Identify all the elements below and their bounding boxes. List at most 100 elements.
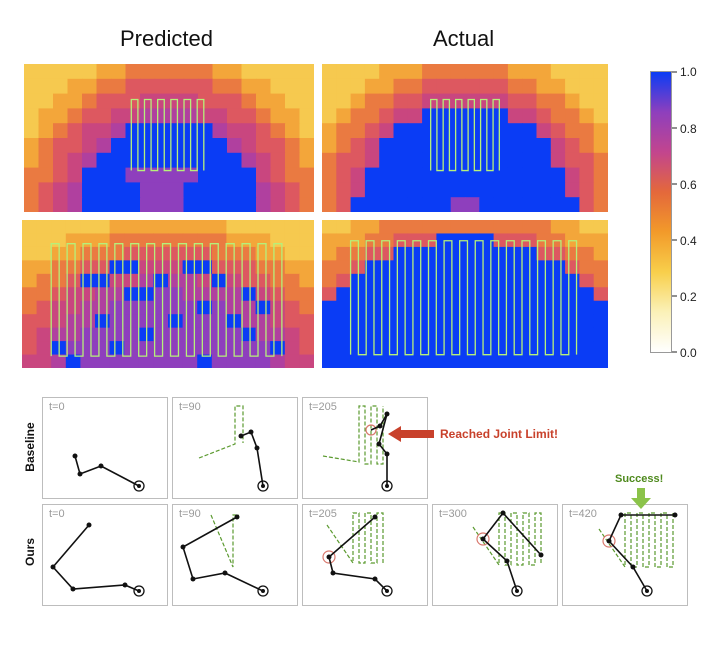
heatmap-cell [140,167,156,183]
heatmap-cell [565,300,580,315]
heatmap-cell [593,182,608,198]
heatmap-cell [593,233,608,248]
heatmap-cell [565,123,580,139]
heatmap-cell [593,327,608,342]
heatmap-cell [422,78,437,95]
heatmap-cell [24,152,40,169]
heatmap-cell [140,197,156,212]
heatmap-cell [183,78,199,95]
heatmap-cell [270,246,286,261]
heatmap-cell [111,93,127,109]
heatmap-cell [493,287,509,302]
heatmap-cell [407,182,423,198]
heatmap-cell [465,197,480,212]
heatmap-cell [336,152,352,169]
heatmap-cell [593,64,608,80]
heatmap-cell [67,167,83,183]
heatmap-cell [96,197,112,212]
heatmap-cell [565,197,580,212]
heatmap-cell [379,314,395,329]
heatmap-cell [593,273,608,288]
heatmap-cell [322,123,337,139]
heatmap-cell [422,246,437,261]
heatmap-cell [111,138,127,154]
heatmap-cell [140,93,156,109]
heatmap-cell [169,78,185,95]
heatmap-cell [550,197,566,212]
heatmap-cell [95,341,111,356]
heatmap-cell [350,197,366,212]
heatmap-cell [109,246,125,261]
frame-time-label: t=205 [309,401,337,413]
frame-time-label: t=90 [179,401,201,413]
heatmap-cell [350,123,366,139]
heatmap-cell [479,341,495,356]
heatmap-cell [393,354,409,368]
heatmap-cell [256,167,272,183]
heatmap-cell [255,341,271,356]
heatmap-cell [153,246,169,261]
heatmap-cell [336,78,352,95]
heatmap-cell [507,64,523,80]
heatmap-cell [579,108,595,124]
heatmap-cell [579,273,595,288]
heatmap-cell [38,197,54,212]
heatmap-cell [270,197,286,212]
heatmap-cell [422,220,437,235]
heatmap-cell [465,300,480,315]
heatmap-cell [364,341,380,356]
heatmap-cell [198,78,214,95]
heatmap-cell [565,182,580,198]
heatmap-cell [393,246,409,261]
heatmap-cell [211,327,227,342]
heatmap-cell [407,138,423,154]
heatmap-cell [407,123,423,139]
heatmap-cell [67,197,83,212]
heatmap-cell [550,182,566,198]
heatmap-cell [95,246,111,261]
heatmap-cell [379,78,395,95]
heatmap-cell [80,327,96,342]
heatmap-cell [138,354,154,368]
heatmap-cell [407,314,423,329]
heatmap-cell [565,287,580,302]
heatmap-cell [407,327,423,342]
heatmap-cell [182,300,198,315]
heatmap-cell [65,287,81,302]
heatmap-cell [436,64,452,80]
heatmap-cell [393,220,409,235]
heatmap-cell [364,300,380,315]
heatmap-cell [168,354,184,368]
heatmap-cell [593,246,608,261]
heatmap-cell [65,341,81,356]
heatmap-cell [197,314,213,329]
heatmap-cell [96,78,112,95]
heatmap-cell [241,167,257,183]
heatmap-cell [550,314,566,329]
heatmap-cell [168,300,184,315]
heatmap-cell [38,93,54,109]
heatmap-cell [465,287,480,302]
heatmap-cell [153,327,169,342]
heatmap-cell [536,167,552,183]
heatmap-cell [255,273,271,288]
heatmap-cell [154,108,170,124]
heatmap-cell [465,220,480,235]
heatmap-cell [153,341,169,356]
colorbar-tick: 1.0 [680,65,697,79]
heatmap-cell [255,246,271,261]
heatmap-cell [125,138,141,154]
heatmap-cell [255,354,271,368]
heatmap-cell [65,260,81,275]
heatmap-cell [211,300,227,315]
heatmap-cell [270,273,286,288]
heatmap-cell [270,220,286,235]
heatmap-cell [198,152,214,169]
heatmap-cell [336,167,352,183]
heatmap-cell [479,78,495,95]
heatmap-cell [24,64,40,80]
heatmap-cell [536,93,552,109]
heatmap-cell [393,182,409,198]
heatmap-cell [479,182,495,198]
heatmap-cell [168,327,184,342]
